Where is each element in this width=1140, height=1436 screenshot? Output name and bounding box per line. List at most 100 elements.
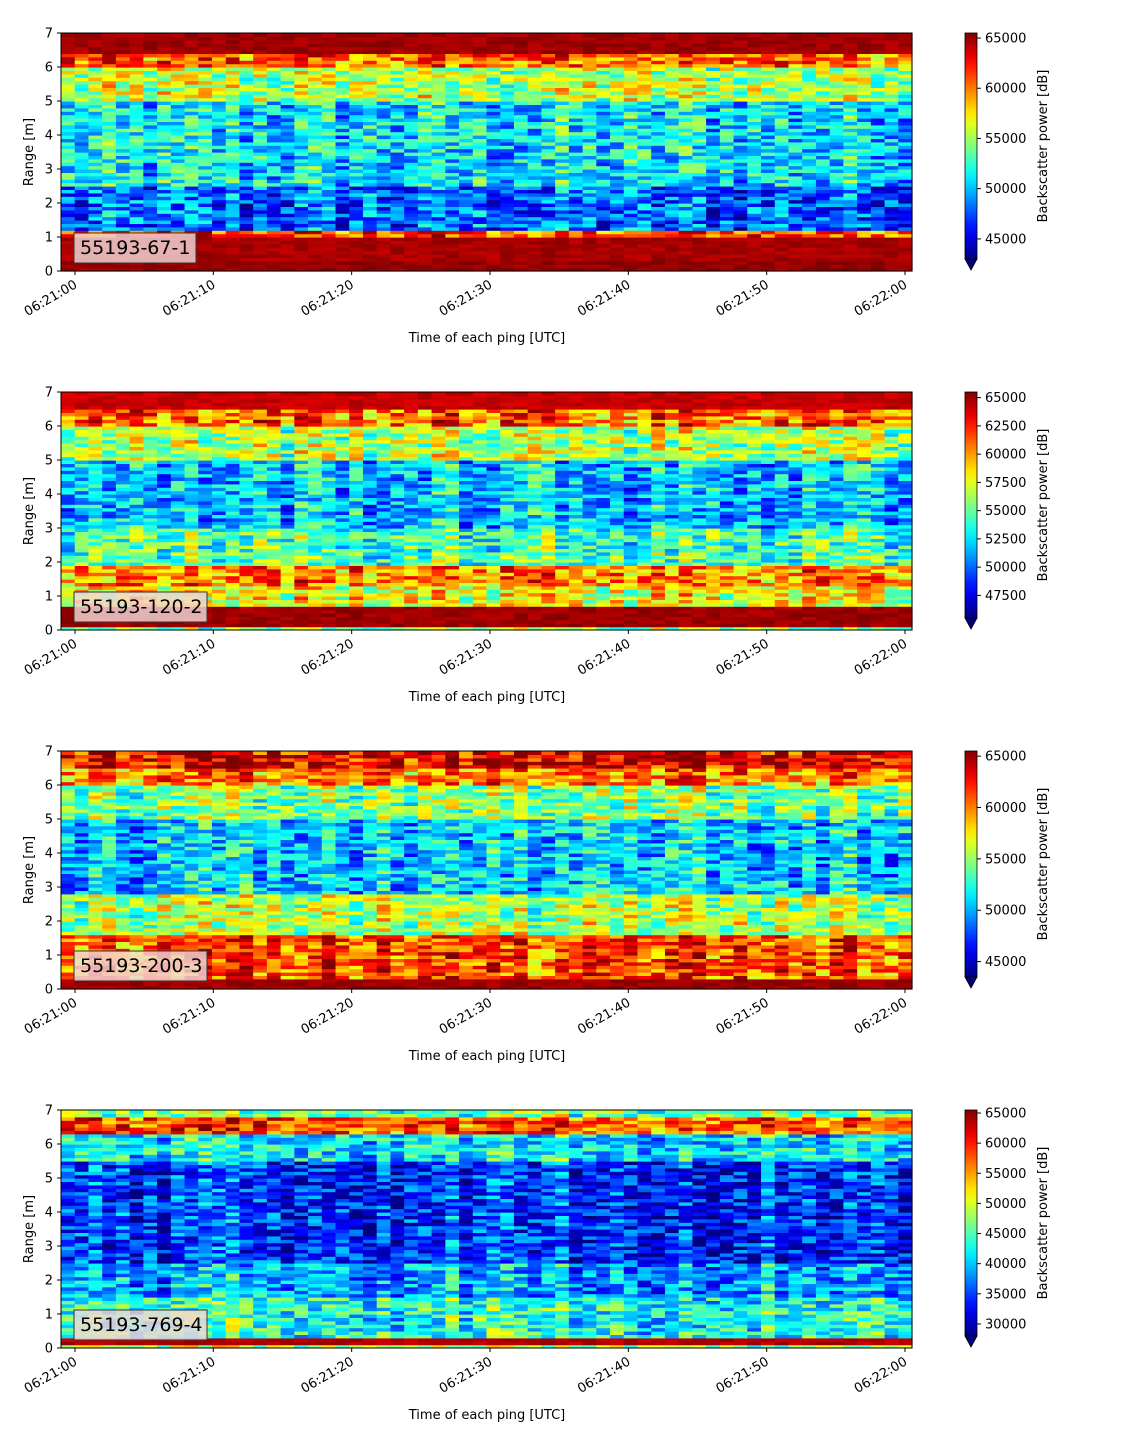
x-tick-label: 06:22:00 bbox=[852, 277, 910, 319]
y-tick-label: 7 bbox=[45, 386, 53, 401]
echogram-image bbox=[61, 392, 913, 631]
colorbar-tick-label: 50000 bbox=[985, 561, 1026, 576]
y-axis-label: Range [m] bbox=[22, 1195, 37, 1263]
colorbar-tick-label: 60000 bbox=[985, 82, 1026, 97]
y-tick-label: 7 bbox=[45, 27, 53, 42]
plot-frame bbox=[60, 32, 913, 272]
y-tick-label: 6 bbox=[45, 1138, 53, 1153]
x-tick-label: 06:21:50 bbox=[714, 277, 772, 319]
colorbar: 47500 50000 52500 55000 57500 60000 62500 65000… bbox=[964, 391, 1051, 630]
x-axis-label: Time of each ping [UTC] bbox=[408, 1049, 566, 1064]
colorbar-label: Backscatter power [dB] bbox=[1036, 788, 1051, 941]
x-tick-label: 06:22:00 bbox=[852, 1354, 910, 1396]
label-box bbox=[73, 1309, 208, 1341]
y-tick-label: 4 bbox=[45, 1206, 53, 1221]
colorbar-label: Backscatter power [dB] bbox=[1036, 70, 1051, 223]
colorbar-extend-arrow bbox=[964, 976, 978, 989]
y-axis-label: Range [m] bbox=[22, 477, 37, 545]
colorbar-extend-arrow bbox=[964, 617, 978, 630]
colorbar-label: Backscatter power [dB] bbox=[1036, 429, 1051, 582]
x-tick-label: 06:21:50 bbox=[714, 636, 772, 678]
plot-frame bbox=[60, 750, 913, 990]
colorbar-label: Backscatter power [dB] bbox=[1036, 1147, 1051, 1300]
y-tick-label: 5 bbox=[45, 1172, 53, 1187]
x-tick-label: 06:21:40 bbox=[575, 995, 633, 1037]
x-tick-label: 06:21:40 bbox=[575, 636, 633, 678]
x-tick-label: 06:21:50 bbox=[714, 995, 772, 1037]
chart-panel-4: 0 1 2 3 4 5 6 7 06:21:00 06:21:10 06:21:20 06:21:30… bbox=[22, 1104, 1051, 1424]
x-tick-label: 06:21:00 bbox=[22, 995, 80, 1037]
x-axis-label: Time of each ping [UTC] bbox=[408, 1408, 566, 1423]
colorbar-tick-label: 60000 bbox=[985, 448, 1026, 463]
x-tick-label: 06:21:30 bbox=[437, 1354, 495, 1396]
colorbar-tick-label: 52500 bbox=[985, 532, 1026, 547]
colorbar-tick-label: 55000 bbox=[985, 852, 1026, 867]
colorbar-tick-label: 55000 bbox=[985, 132, 1026, 147]
y-tick-label: 1 bbox=[45, 231, 53, 246]
y-tick-label: 6 bbox=[45, 61, 53, 76]
x-tick-label: 06:21:30 bbox=[437, 636, 495, 678]
colorbar-tick-label: 45000 bbox=[985, 1227, 1026, 1242]
x-tick-label: 06:21:00 bbox=[22, 277, 80, 319]
x-tick-label: 06:21:10 bbox=[160, 995, 218, 1037]
x-tick-label: 06:21:30 bbox=[437, 995, 495, 1037]
x-tick-label: 06:21:10 bbox=[160, 1354, 218, 1396]
colorbar-tick-label: 62500 bbox=[985, 419, 1026, 434]
y-tick-label: 7 bbox=[45, 745, 53, 760]
colorbar-tick-label: 60000 bbox=[985, 1137, 1026, 1152]
colorbar-tick-label: 65000 bbox=[985, 1107, 1026, 1122]
y-tick-label: 2 bbox=[45, 197, 53, 212]
colorbar-gradient bbox=[964, 1109, 978, 1337]
x-tick-label: 06:21:20 bbox=[299, 995, 357, 1037]
instrument-label: 55193-200-3 bbox=[73, 950, 208, 982]
colorbar-tick-label: 65000 bbox=[985, 32, 1026, 47]
colorbar-tick-label: 50000 bbox=[985, 1197, 1026, 1212]
y-tick-label: 3 bbox=[45, 1240, 53, 1255]
y-tick-label: 2 bbox=[45, 1274, 53, 1289]
y-tick-label: 6 bbox=[45, 779, 53, 794]
colorbar-tick-label: 45000 bbox=[985, 955, 1026, 970]
instrument-label: 55193-120-2 bbox=[73, 591, 208, 623]
y-tick-label: 1 bbox=[45, 949, 53, 964]
y-tick-label: 1 bbox=[45, 590, 53, 605]
y-tick-label: 6 bbox=[45, 420, 53, 435]
x-tick-label: 06:22:00 bbox=[852, 995, 910, 1037]
colorbar: 45000 50000 55000 60000 65000 Backscatter pow… bbox=[964, 750, 1051, 989]
colorbar-tick-label: 65000 bbox=[985, 750, 1026, 765]
y-tick-label: 5 bbox=[45, 454, 53, 469]
colorbar-tick-label: 55000 bbox=[985, 504, 1026, 519]
y-axis-label: Range [m] bbox=[22, 118, 37, 186]
colorbar-extend-arrow bbox=[964, 1335, 978, 1348]
colorbar-extend-arrow bbox=[964, 258, 978, 271]
x-tick-label: 06:21:20 bbox=[299, 277, 357, 319]
x-tick-label: 06:21:20 bbox=[299, 636, 357, 678]
label-text: 55193-67-1 bbox=[80, 237, 190, 259]
label-text: 55193-200-3 bbox=[80, 955, 203, 977]
colorbar-tick-label: 50000 bbox=[985, 904, 1026, 919]
x-axis-label: Time of each ping [UTC] bbox=[408, 331, 566, 346]
label-text: 55193-769-4 bbox=[80, 1314, 203, 1336]
x-tick-label: 06:21:50 bbox=[714, 1354, 772, 1396]
echogram-image bbox=[61, 1110, 913, 1349]
x-tick-label: 06:21:40 bbox=[575, 1354, 633, 1396]
label-box bbox=[73, 232, 197, 264]
chart-panel-3: 0 1 2 3 4 5 6 7 06:21:00 06:21:10 06:21:20 06:21:30… bbox=[22, 745, 1051, 1065]
colorbar-tick-label: 57500 bbox=[985, 476, 1026, 491]
y-tick-label: 0 bbox=[45, 1342, 53, 1357]
label-text: 55193-120-2 bbox=[80, 596, 203, 618]
x-tick-label: 06:21:30 bbox=[437, 277, 495, 319]
instrument-label: 55193-769-4 bbox=[73, 1309, 208, 1341]
colorbar-tick-label: 55000 bbox=[985, 1167, 1026, 1182]
x-axis-label: Time of each ping [UTC] bbox=[408, 690, 566, 705]
colorbar-gradient bbox=[964, 32, 978, 260]
y-tick-label: 0 bbox=[45, 265, 53, 280]
y-tick-label: 7 bbox=[45, 1104, 53, 1119]
x-tick-label: 06:21:40 bbox=[575, 277, 633, 319]
y-tick-label: 5 bbox=[45, 813, 53, 828]
y-tick-label: 4 bbox=[45, 847, 53, 862]
y-tick-label: 4 bbox=[45, 488, 53, 503]
colorbar-tick-label: 65000 bbox=[985, 391, 1026, 406]
plot-frame bbox=[60, 1109, 913, 1349]
colorbar: 30000 35000 40000 45000 50000 55000 60000 65000… bbox=[964, 1107, 1051, 1348]
colorbar-gradient bbox=[964, 391, 978, 619]
